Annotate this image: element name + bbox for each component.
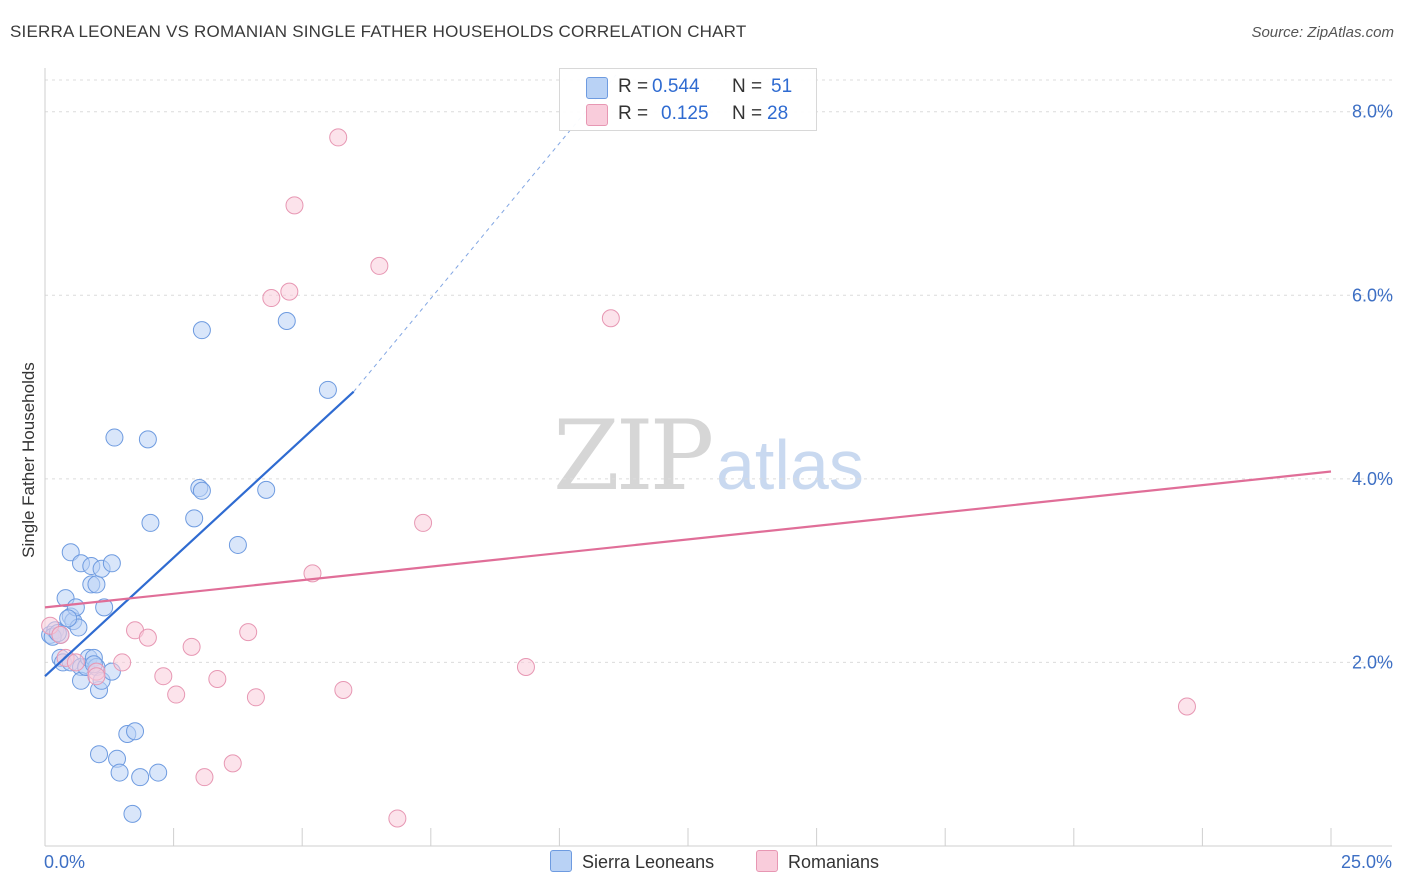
romanian-point [154,667,173,686]
bottom-legend-swatch-romanians [756,850,778,873]
romanian-trendline [44,470,1332,609]
romanian-point [280,282,299,301]
sierra-leonean-point [149,763,168,782]
bottom-legend-sierra-leoneans: Sierra Leoneans [550,850,715,874]
y-axis-label: Single Father Households [19,362,38,558]
correlation-legend: R = 0.544 N = 51 R = 0.125 N = 28 [559,68,817,131]
sierra-leonean-point [138,430,157,449]
sierra-leonean-point [126,722,145,741]
romanian-point [516,658,535,677]
romanian-point [195,768,214,787]
legend-r-value: 0.544 [652,76,700,97]
sierra-leonean-point [102,554,121,573]
y-tick-label: 2.0% [1352,652,1393,672]
legend-swatch-sierra-leoneans [586,77,608,99]
x-tick-label-max: 25.0% [1340,852,1392,872]
bottom-legend-label: Romanians [788,852,880,872]
romanian-point [66,653,85,672]
romanian-point [223,754,242,773]
bottom-legend-romanians: Romanians [756,850,880,874]
romanian-point [51,625,70,644]
romanian-point [1177,697,1196,716]
sierra-leonean-trendline [44,390,355,678]
romanian-point [208,669,227,688]
sierra-leonean-point [192,481,211,500]
sierra-leonean-point [61,543,80,562]
romanian-point [138,628,157,647]
legend-r-value: 0.125 [661,103,709,124]
sierra-leonean-point [87,575,106,594]
romanian-point [285,196,304,215]
sierra-leonean-point [228,535,247,554]
sierra-leonean-point [105,428,124,447]
source-note: Source: ZipAtlas.com [1251,24,1394,41]
romanian-point [370,256,389,275]
legend-n-label: N = [732,103,763,124]
legend-swatch-romanians [586,104,608,126]
legend-n-label: N = [732,76,763,97]
legend-r-label: R = [618,103,649,124]
bottom-legend-swatch-sierra-leoneans [550,850,572,873]
sierra-leonean-point [277,311,296,330]
watermark-atlas: atlas [716,426,864,504]
romanian-point [334,680,353,699]
romanian-point [87,667,106,686]
sierra-leonean-point [59,609,78,628]
legend-n-value: 28 [767,103,789,124]
romanian-point [601,309,620,328]
romanian-point [182,637,201,656]
sierra-leonean-point [185,509,204,528]
y-tick-label: 8.0% [1352,102,1393,122]
romanian-point [113,653,132,672]
romanian-point [262,289,281,308]
romanian-point [388,809,407,828]
legend-n-value: 51 [771,76,793,97]
watermark-zip: ZIP [553,400,714,512]
y-tick-label: 6.0% [1352,285,1393,305]
sierra-leonean-point [90,745,109,764]
sierra-leonean-point [257,480,276,499]
sierra-leonean-point [123,804,142,823]
romanian-point [246,688,265,707]
y-tick-label: 4.0% [1352,469,1393,489]
legend-r-label: R = [618,76,649,97]
sierra-leonean-point [192,321,211,340]
x-tick-label-min: 0.0% [44,852,86,872]
sierra-leonean-point [318,380,337,399]
romanian-point [167,685,186,704]
romanian-point [329,128,348,147]
sierra-leonean-point [141,513,160,532]
romanian-point [239,623,258,642]
romanian-point [414,513,433,532]
sierra-leonean-point [131,768,150,787]
bottom-legend-label: Sierra Leoneans [582,852,715,872]
sierra-leonean-point [110,763,129,782]
chart-title: SIERRA LEONEAN VS ROMANIAN SINGLE FATHER… [10,22,747,41]
sierra-leonean-point [95,598,114,617]
